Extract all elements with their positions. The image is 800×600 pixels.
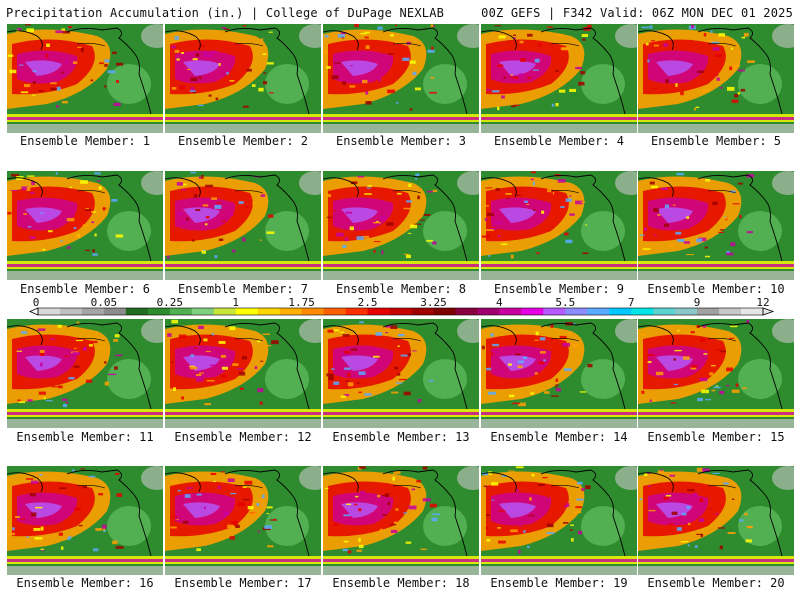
colorbar-segment <box>235 308 259 315</box>
colorbar-segment <box>169 308 193 315</box>
precip-colorbar: 0 0.05 0.25 1 1.75 2.5 3.25 4 5.5 7 9 12 <box>29 296 775 316</box>
colorbar-segment <box>697 308 720 315</box>
colorbar-frame <box>37 307 764 316</box>
colorbar-segment <box>521 308 544 315</box>
colorbar-segment <box>345 308 368 315</box>
colorbar-segment <box>433 308 456 315</box>
ensemble-map-panel <box>638 171 794 280</box>
ensemble-member-label: Ensemble Member: 13 <box>332 430 470 444</box>
colorbar-segment <box>367 308 390 315</box>
colorbar-tick-label: 3.25 <box>420 296 447 309</box>
ensemble-member-label: Ensemble Member: 18 <box>332 576 470 590</box>
ensemble-member-label: Ensemble Member: 19 <box>490 576 628 590</box>
colorbar-min-arrow <box>29 307 39 316</box>
colorbar-segment <box>103 308 127 315</box>
ensemble-member-label: Ensemble Member: 14 <box>490 430 628 444</box>
ensemble-member-label: Ensemble Member: 16 <box>16 576 154 590</box>
colorbar-segment <box>543 308 566 315</box>
ensemble-member-label: Ensemble Member: 1 <box>19 134 151 148</box>
ensemble-map-panel <box>165 171 321 280</box>
colorbar-max-arrow <box>762 307 775 316</box>
ensemble-map-panel <box>323 24 479 133</box>
run-valid-time: 00Z GEFS | F342 Valid: 06Z MON DEC 01 20… <box>481 6 793 20</box>
ensemble-map-panel <box>7 319 163 428</box>
colorbar-segment <box>279 308 303 315</box>
ensemble-member-label: Ensemble Member: 7 <box>177 282 309 296</box>
colorbar-segment <box>411 308 434 315</box>
ensemble-member-label: Ensemble Member: 20 <box>647 576 785 590</box>
ensemble-member-label: Ensemble Member: 9 <box>493 282 625 296</box>
chart-title: Precipitation Accumulation (in.) | Colle… <box>6 6 445 20</box>
ensemble-map-panel <box>481 466 637 575</box>
ensemble-member-label: Ensemble Member: 8 <box>335 282 467 296</box>
ensemble-member-label: Ensemble Member: 12 <box>174 430 312 444</box>
ensemble-member-label: Ensemble Member: 11 <box>16 430 154 444</box>
ensemble-map-panel <box>7 466 163 575</box>
colorbar-tick-label: 1.75 <box>288 296 315 309</box>
ensemble-member-label: Ensemble Member: 17 <box>174 576 312 590</box>
colorbar-segment <box>609 308 632 315</box>
colorbar-segment <box>301 308 325 315</box>
colorbar-segment <box>81 308 105 315</box>
colorbar-segment <box>741 308 764 315</box>
ensemble-member-label: Ensemble Member: 4 <box>493 134 625 148</box>
ensemble-member-label: Ensemble Member: 6 <box>19 282 151 296</box>
colorbar-segment <box>499 308 522 315</box>
ensemble-map-panel <box>323 466 479 575</box>
colorbar-tick-label: 1 <box>232 296 239 309</box>
ensemble-member-label: Ensemble Member: 2 <box>177 134 309 148</box>
colorbar-segment <box>389 308 412 315</box>
colorbar-segment <box>125 308 149 315</box>
colorbar-segment <box>719 308 742 315</box>
ensemble-map-panel <box>638 24 794 133</box>
ensemble-map-panel <box>7 24 163 133</box>
ensemble-map-panel <box>323 319 479 428</box>
ensemble-map-panel <box>638 466 794 575</box>
ensemble-member-label: Ensemble Member: 15 <box>647 430 785 444</box>
colorbar-segment <box>191 308 215 315</box>
colorbar-tick-label: 4 <box>496 296 503 309</box>
colorbar-segment <box>675 308 698 315</box>
colorbar-segment <box>257 308 281 315</box>
colorbar-segment <box>323 308 346 315</box>
colorbar-segment <box>147 308 171 315</box>
colorbar-segment <box>213 308 237 315</box>
colorbar-tick-label: 7 <box>628 296 635 309</box>
colorbar-tick-label: 2.5 <box>358 296 378 309</box>
colorbar-tick-label: 5.5 <box>555 296 575 309</box>
colorbar-segment <box>631 308 654 315</box>
colorbar-tick-label: 9 <box>694 296 701 309</box>
colorbar-segment <box>38 308 61 315</box>
colorbar-segment <box>477 308 500 315</box>
ensemble-map-panel <box>481 319 637 428</box>
ensemble-map-panel <box>638 319 794 428</box>
colorbar-segment <box>653 308 676 315</box>
ensemble-map-panel <box>165 466 321 575</box>
ensemble-map-panel <box>481 171 637 280</box>
colorbar-tick-label: 0 <box>33 296 40 309</box>
ensemble-member-label: Ensemble Member: 3 <box>335 134 467 148</box>
ensemble-map-panel <box>7 171 163 280</box>
ensemble-member-label: Ensemble Member: 10 <box>647 282 785 296</box>
colorbar-segment <box>455 308 478 315</box>
ensemble-map-panel <box>323 171 479 280</box>
colorbar-segment <box>59 308 83 315</box>
colorbar-segment <box>587 308 610 315</box>
ensemble-map-panel <box>165 319 321 428</box>
colorbar-segment <box>565 308 588 315</box>
colorbar-tick-label: 0.25 <box>157 296 184 309</box>
ensemble-map-panel <box>165 24 321 133</box>
ensemble-map-panel <box>481 24 637 133</box>
ensemble-member-label: Ensemble Member: 5 <box>650 134 782 148</box>
colorbar-tick-label: 12 <box>756 296 769 309</box>
colorbar-tick-label: 0.05 <box>91 296 118 309</box>
